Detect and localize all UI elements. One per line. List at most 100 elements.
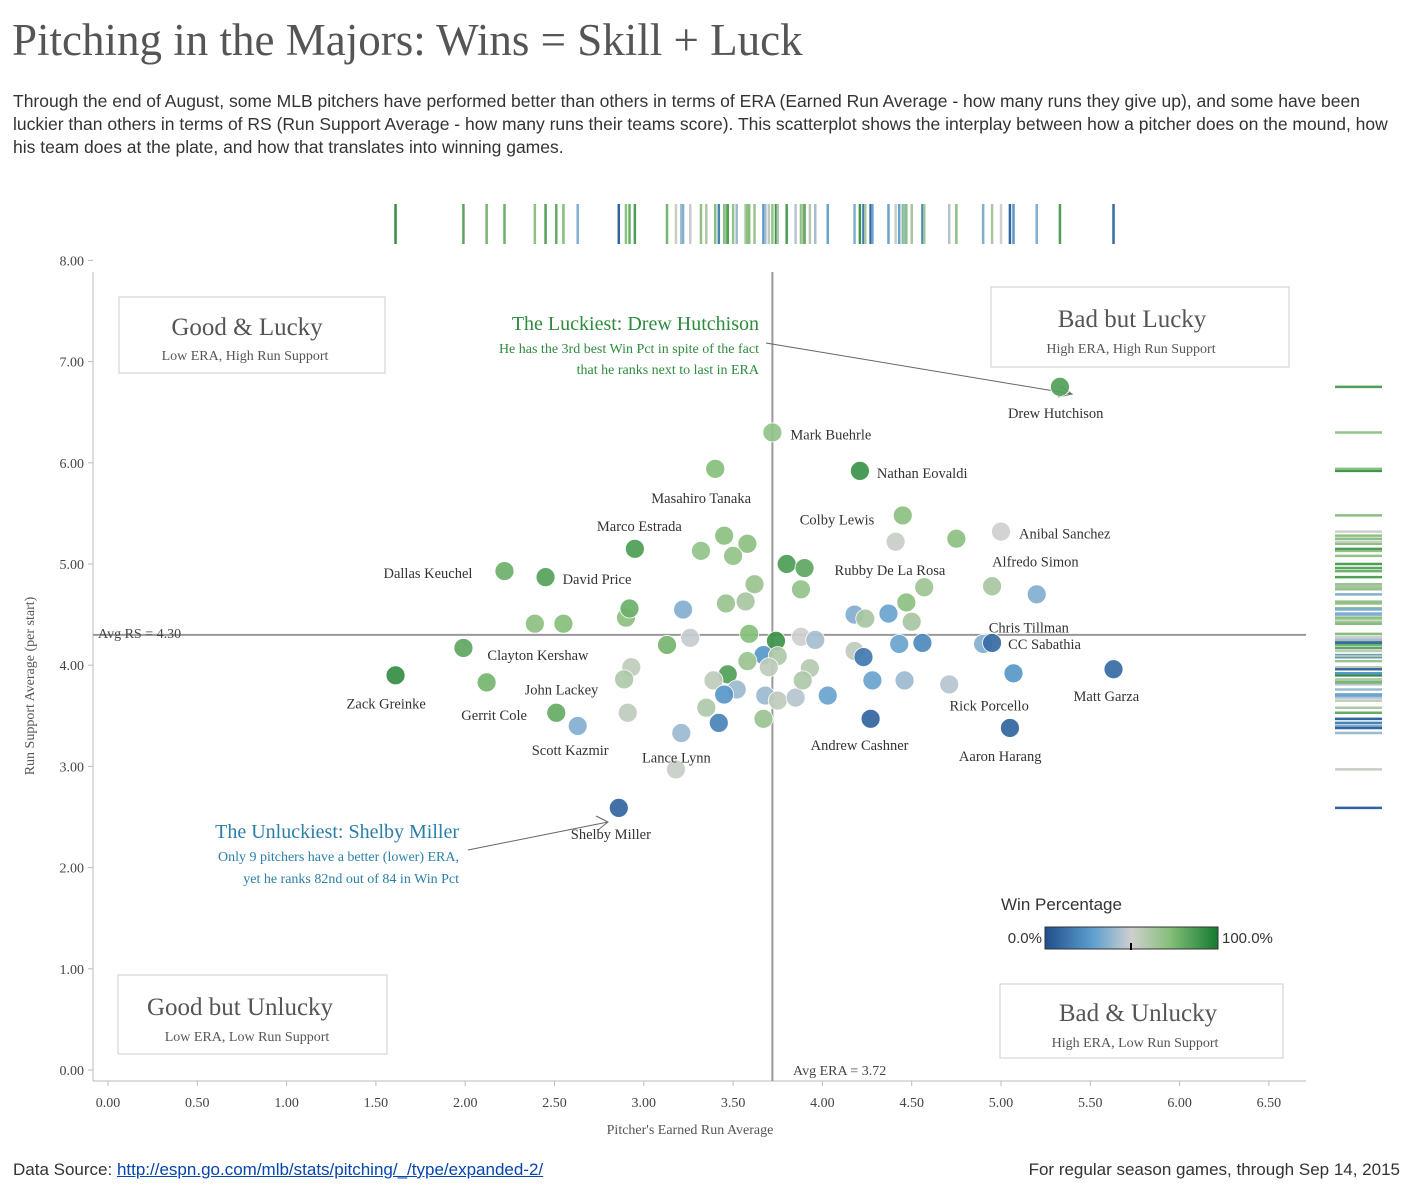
scatter-points: [385, 376, 1124, 818]
data-point[interactable]: [753, 708, 774, 729]
data-point[interactable]: [855, 608, 876, 629]
data-point[interactable]: [982, 633, 1002, 653]
data-point[interactable]: [878, 603, 899, 624]
data-point[interactable]: [624, 538, 645, 559]
annotation-line: Only 9 pitchers have a better (lower) ER…: [218, 850, 459, 865]
data-point[interactable]: [714, 684, 735, 705]
data-point[interactable]: [666, 759, 686, 780]
data-point[interactable]: [862, 670, 883, 691]
page-title: Pitching in the Majors: Wins = Skill + L…: [12, 15, 803, 65]
point-label: Chris Tillman: [989, 620, 1070, 636]
data-point[interactable]: [553, 613, 574, 634]
data-point[interactable]: [776, 554, 797, 574]
data-point[interactable]: [982, 576, 1002, 597]
avg-era-label: Avg ERA = 3.72: [793, 1064, 886, 1079]
data-point[interactable]: [546, 702, 567, 723]
data-point[interactable]: [1103, 659, 1124, 680]
data-point[interactable]: [737, 651, 758, 672]
data-point[interactable]: [476, 672, 497, 693]
y-axis-label: Run Support Average (per start): [23, 596, 38, 775]
data-point[interactable]: [1026, 584, 1047, 605]
annotation-line: yet he ranks 82nd out of 84 in Win Pct: [243, 872, 459, 887]
data-point[interactable]: [991, 521, 1011, 542]
data-point[interactable]: [946, 528, 967, 549]
point-label: Anibal Sanchez: [1019, 527, 1111, 543]
data-point[interactable]: [758, 657, 779, 678]
quadrant-bad-lucky: Bad but Lucky High ERA, High Run Support: [990, 286, 1290, 368]
annotation-arrow: [765, 342, 1073, 395]
data-point[interactable]: [885, 531, 906, 552]
point-label: David Price: [563, 572, 632, 588]
y-tick-label: 3.00: [60, 760, 85, 775]
data-source-prefix: Data Source:: [13, 1160, 117, 1179]
y-tick-label: 1.00: [60, 963, 85, 978]
data-point[interactable]: [735, 591, 756, 612]
data-point[interactable]: [794, 558, 815, 578]
data-point[interactable]: [524, 613, 545, 634]
date-note: For regular season games, through Sep 14…: [1028, 1160, 1400, 1179]
data-point[interactable]: [739, 623, 760, 644]
data-point[interactable]: [385, 665, 406, 686]
data-point[interactable]: [614, 669, 635, 690]
data-point[interactable]: [767, 690, 788, 711]
x-tick-label: 4.00: [810, 1096, 835, 1111]
right-rug-plot: [1335, 385, 1382, 810]
point-label: Alfredo Simon: [992, 554, 1079, 570]
data-point[interactable]: [716, 593, 736, 614]
data-point[interactable]: [671, 723, 692, 743]
data-point[interactable]: [567, 716, 588, 736]
x-tick-label: 3.50: [721, 1096, 746, 1111]
data-source: Data Source: http://espn.go.com/mlb/stat…: [13, 1160, 543, 1180]
data-point[interactable]: [785, 687, 806, 708]
data-point[interactable]: [894, 670, 915, 691]
data-point[interactable]: [696, 697, 717, 718]
data-point[interactable]: [619, 598, 640, 619]
data-point[interactable]: [737, 533, 758, 554]
data-point[interactable]: [939, 674, 960, 695]
point-label: Nathan Eovaldi: [877, 466, 968, 482]
data-point[interactable]: [805, 630, 826, 650]
data-point[interactable]: [714, 525, 735, 546]
data-point[interactable]: [680, 627, 701, 648]
data-point[interactable]: [453, 638, 474, 658]
data-point[interactable]: [723, 546, 743, 566]
annotation-title: The Luckiest: Drew Hutchison: [512, 313, 759, 335]
data-point[interactable]: [892, 505, 913, 526]
data-point[interactable]: [762, 422, 783, 443]
data-point[interactable]: [617, 702, 638, 723]
data-point[interactable]: [691, 540, 711, 561]
quadrant-good-unlucky: Good but Unlucky Low ERA, Low Run Suppor…: [117, 974, 388, 1055]
data-point[interactable]: [896, 592, 917, 613]
data-point[interactable]: [673, 599, 693, 620]
data-point[interactable]: [705, 458, 726, 479]
data-point[interactable]: [853, 647, 874, 668]
x-tick-label: 2.00: [453, 1096, 478, 1111]
data-point[interactable]: [703, 670, 724, 691]
data-source-link[interactable]: http://espn.go.com/mlb/stats/pitching/_/…: [116, 1160, 544, 1179]
data-point[interactable]: [535, 567, 556, 588]
data-point[interactable]: [817, 685, 838, 706]
data-point[interactable]: [912, 633, 933, 653]
data-point[interactable]: [608, 797, 629, 818]
data-point[interactable]: [914, 577, 935, 598]
top-rug-plot: [394, 204, 1115, 244]
annotation-line: He has the 3rd best Win Pct in spite of …: [499, 342, 759, 357]
data-point[interactable]: [1050, 376, 1070, 397]
data-point[interactable]: [860, 708, 881, 729]
data-point[interactable]: [901, 611, 922, 632]
quadrant-subtitle: Low ERA, High Run Support: [162, 349, 329, 364]
data-point[interactable]: [791, 579, 811, 600]
data-point[interactable]: [1003, 663, 1024, 684]
y-tick-label: 2.00: [60, 862, 85, 877]
data-point[interactable]: [792, 670, 813, 691]
data-point[interactable]: [850, 460, 870, 481]
data-point[interactable]: [1000, 718, 1020, 738]
quadrant-title: Good & Lucky: [171, 314, 323, 341]
data-point[interactable]: [657, 635, 677, 655]
quadrant-subtitle: High ERA, High Run Support: [1046, 342, 1215, 357]
data-point[interactable]: [494, 561, 515, 581]
data-point[interactable]: [744, 574, 765, 595]
data-point[interactable]: [708, 712, 729, 733]
data-point[interactable]: [889, 634, 910, 654]
annotation-line: that he ranks next to last in ERA: [577, 363, 760, 378]
